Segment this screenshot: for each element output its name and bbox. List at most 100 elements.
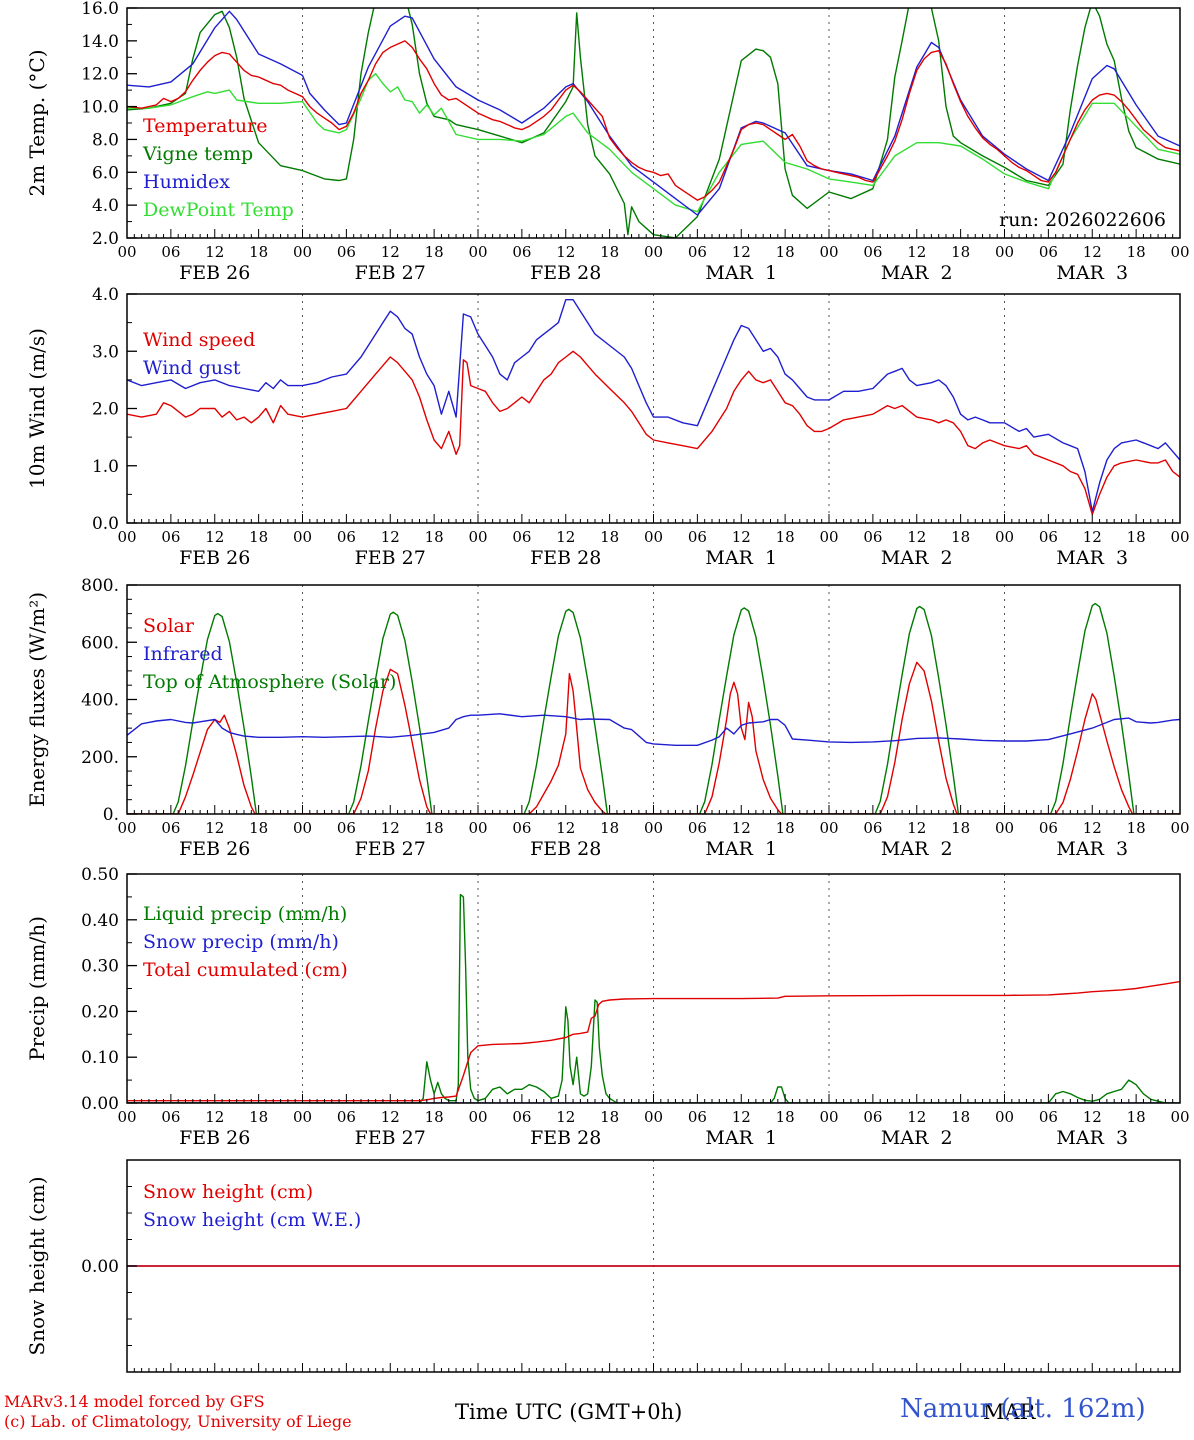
- run-label: run: 2026022606: [999, 209, 1166, 231]
- hour-tick-label: 18: [1127, 819, 1146, 837]
- series-wind-gust: [127, 299, 1180, 513]
- hour-tick-label: 00: [819, 1108, 838, 1126]
- hour-tick-label: 00: [995, 819, 1014, 837]
- y-axis-title-wind: 10m Wind (m/s): [25, 328, 49, 489]
- day-label: MAR 2: [881, 838, 953, 860]
- hour-tick-label: 12: [1083, 819, 1102, 837]
- hour-tick-label: 12: [205, 243, 224, 261]
- hour-tick-label: 00: [1170, 819, 1189, 837]
- y-tick-label: 4.0: [92, 285, 119, 305]
- legend-snow-height-0: Snow height (cm): [143, 1181, 313, 1203]
- hour-tick-label: 06: [512, 528, 531, 546]
- hour-tick-label: 06: [512, 243, 531, 261]
- hour-tick-label: 06: [688, 1108, 707, 1126]
- series-humidex: [127, 10, 1180, 216]
- hour-tick-label: 18: [600, 528, 619, 546]
- hour-tick-label: 00: [995, 1108, 1014, 1126]
- y-tick-label: 0.00: [81, 1257, 119, 1277]
- y-tick-label: 10.0: [81, 98, 119, 118]
- hour-tick-label: 12: [205, 1108, 224, 1126]
- day-label: FEB 26: [179, 262, 250, 284]
- day-label: FEB 27: [355, 1127, 426, 1149]
- hour-tick-label: 00: [468, 243, 487, 261]
- hour-tick-label: 12: [205, 819, 224, 837]
- hour-tick-label: 00: [644, 1108, 663, 1126]
- y-tick-label: 0.50: [81, 865, 119, 885]
- hour-tick-label: 06: [161, 819, 180, 837]
- hour-tick-label: 00: [293, 1108, 312, 1126]
- hour-tick-label: 06: [688, 819, 707, 837]
- day-label: FEB 26: [179, 838, 250, 860]
- hour-tick-label: 00: [1170, 528, 1189, 546]
- hour-tick-label: 06: [688, 243, 707, 261]
- panel-wind: 0.0 1.0 2.0 3.0 4.0 00 06 12 18 00 06 12 18 00 06 12 18 0…: [25, 285, 1190, 569]
- y-axis-title-energy-fluxes: Energy fluxes (W/m²): [25, 592, 49, 807]
- hour-tick-label: 18: [425, 528, 444, 546]
- legend-energy-fluxes-2: Top of Atmosphere (Solar): [143, 671, 396, 693]
- hour-tick-label: 18: [776, 819, 795, 837]
- legend-temperature-2: Humidex: [143, 171, 230, 193]
- hour-tick-label: 12: [907, 1108, 926, 1126]
- hour-tick-label: 00: [644, 819, 663, 837]
- day-label: FEB 27: [355, 838, 426, 860]
- series-dewpoint-temp: [127, 73, 1180, 213]
- series-infrared: [127, 713, 1180, 746]
- y-axis-title-precip: Precip (mm/h): [25, 916, 49, 1061]
- legend-temperature-3: DewPoint Temp: [143, 199, 294, 221]
- hour-tick-label: 00: [468, 819, 487, 837]
- legend-temperature-0: Temperature: [143, 115, 267, 137]
- y-tick-label: 2.0: [92, 400, 119, 420]
- day-label: MAR 1: [705, 262, 777, 284]
- hour-tick-label: 18: [776, 1108, 795, 1126]
- y-tick-label: 0.00: [81, 1094, 119, 1114]
- series-temperature-2m: [127, 40, 1180, 201]
- day-label: MAR 1: [705, 547, 777, 569]
- hour-tick-label: 12: [907, 819, 926, 837]
- y-tick-label: 600.: [81, 633, 119, 653]
- y-tick-label: 6.0: [92, 163, 119, 183]
- day-label: MAR 1: [705, 838, 777, 860]
- hour-tick-label: 18: [1127, 1108, 1146, 1126]
- x-axis-title: Time UTC (GMT+0h): [455, 1400, 683, 1424]
- hour-tick-label: 18: [600, 243, 619, 261]
- y-tick-label: 0.: [103, 805, 119, 825]
- day-label: FEB 28: [530, 838, 601, 860]
- hour-tick-label: 00: [468, 528, 487, 546]
- y-tick-label: 8.0: [92, 130, 119, 150]
- day-label: FEB 28: [530, 1127, 601, 1149]
- hour-tick-label: 06: [863, 528, 882, 546]
- hour-tick-label: 06: [1039, 528, 1058, 546]
- y-tick-label: 1.0: [92, 457, 119, 477]
- hour-tick-label: 12: [1083, 243, 1102, 261]
- hour-tick-label: 00: [644, 243, 663, 261]
- y-tick-label: 400.: [81, 691, 119, 711]
- hour-tick-label: 12: [732, 819, 751, 837]
- y-tick-label: 0.30: [81, 957, 119, 977]
- hour-tick-label: 18: [425, 819, 444, 837]
- series-total-cumulated: [127, 980, 1180, 1102]
- y-tick-label: 200.: [81, 748, 119, 768]
- panel-frame: [126, 293, 1181, 524]
- hour-tick-label: 18: [1127, 243, 1146, 261]
- hour-tick-label: 00: [995, 528, 1014, 546]
- hour-tick-label: 00: [819, 528, 838, 546]
- legend-energy-fluxes-0: Solar: [143, 615, 195, 637]
- day-label: MAR 3: [1056, 1127, 1128, 1149]
- day-label: MAR 1: [705, 1127, 777, 1149]
- hour-tick-label: 06: [863, 243, 882, 261]
- legend-precip-1: Snow precip (mm/h): [143, 931, 339, 953]
- day-label: FEB 27: [355, 547, 426, 569]
- legend-wind-1: Wind gust: [143, 357, 241, 379]
- day-label: FEB 28: [530, 547, 601, 569]
- hour-tick-label: 18: [600, 819, 619, 837]
- legend-temperature-1: Vigne temp: [142, 143, 253, 165]
- hour-tick-label: 12: [381, 1108, 400, 1126]
- y-tick-label: 0.40: [81, 911, 119, 931]
- y-tick-label: 16.0: [81, 0, 119, 19]
- day-label: MAR 2: [881, 1127, 953, 1149]
- day-label: MAR 3: [1056, 838, 1128, 860]
- panel-temperature: 2.0 4.0 6.0 8.0 10.0 12.0 14.0 16.0 00 06 12 18 00 06…: [25, 0, 1190, 284]
- y-tick-label: 0.0: [92, 514, 119, 534]
